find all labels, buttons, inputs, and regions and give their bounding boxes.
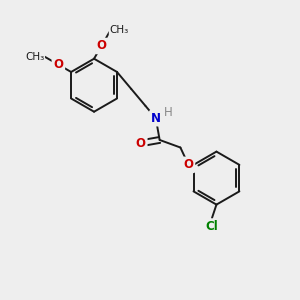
Text: H: H [164,106,172,119]
Text: Cl: Cl [206,220,218,232]
Text: CH₃: CH₃ [25,52,44,61]
Text: N: N [151,112,161,125]
Text: CH₃: CH₃ [109,26,129,35]
Text: O: O [53,58,63,71]
Text: O: O [184,158,194,171]
Text: O: O [136,137,146,150]
Text: O: O [96,40,106,52]
